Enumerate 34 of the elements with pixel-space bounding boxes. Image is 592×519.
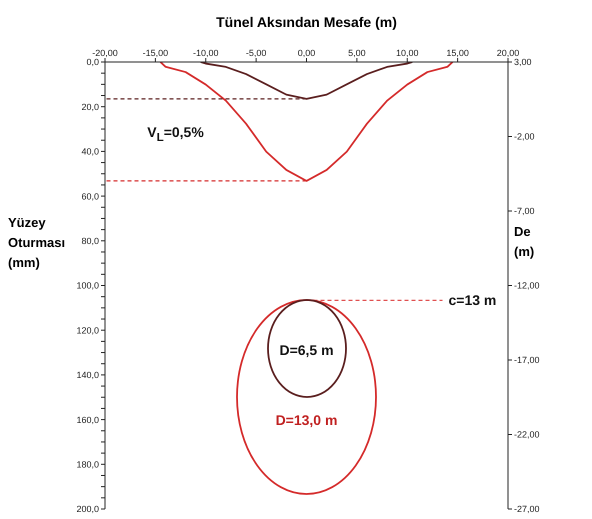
- y-tick-label: 40,0: [81, 146, 99, 157]
- y-tick-label: 80,0: [81, 236, 99, 246]
- annotation: D=13,0 m: [276, 412, 338, 428]
- x-tick-label: -15,00: [142, 48, 168, 58]
- y-tick-label: 100,0: [76, 280, 99, 291]
- annotation: V$_{L}$=0,5%: [147, 124, 204, 144]
- y-tick-label: 120,0: [76, 325, 99, 336]
- x-axis-title: Tünel Aksından Mesafe (m): [215, 14, 398, 30]
- x-tick-label: 10,00: [396, 48, 419, 58]
- y-tick-label: 160,0: [76, 414, 99, 425]
- y2-tick-label: -17,00: [514, 355, 540, 366]
- y-tick-label: 180,0: [76, 459, 99, 470]
- annotation: c=13 m: [448, 292, 496, 308]
- y2-tick-label: -7,00: [514, 206, 535, 216]
- y-axis-title: Yüzey Oturması (mm): [8, 214, 66, 272]
- x-tick-label: 0,00: [298, 48, 316, 58]
- y-tick-label: 20,0: [81, 102, 99, 112]
- x-tick-label: 5,00: [348, 48, 366, 58]
- y-tick-label: 60,0: [81, 191, 99, 202]
- y-tick-label: 200,0: [76, 504, 99, 514]
- y2-tick-label: 3,00: [514, 57, 532, 68]
- x-tick-label: -20,00: [92, 48, 118, 58]
- y2-axis-title: De (m): [514, 223, 536, 261]
- x-tick-label: 15,00: [446, 48, 469, 58]
- y-tick-label: 0,0: [86, 57, 99, 68]
- x-tick-label: -5,00: [246, 48, 266, 58]
- annotation: D=6,5 m: [279, 342, 334, 358]
- y2-tick-label: -22,00: [514, 430, 540, 440]
- y2-tick-label: -12,00: [514, 280, 540, 291]
- y-tick-label: 140,0: [76, 370, 99, 380]
- y2-tick-label: -27,00: [514, 504, 540, 514]
- x-tick-label: 20,00: [496, 48, 520, 58]
- x-tick-label: -10,00: [192, 48, 219, 58]
- y2-tick-label: -2,00: [514, 132, 535, 142]
